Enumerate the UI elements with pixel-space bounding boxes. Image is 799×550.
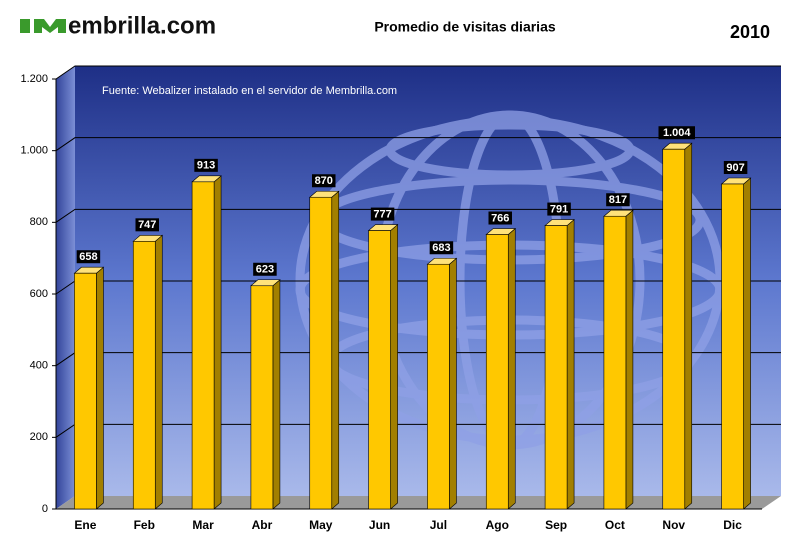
- value-label-bg: [194, 158, 218, 172]
- bar-side: [566, 218, 575, 510]
- x-tick-label: Abr: [252, 518, 273, 532]
- bar-group: [308, 190, 340, 510]
- value-label: 658: [79, 251, 97, 263]
- y-tick-label: 800: [30, 216, 48, 228]
- bar: [309, 196, 333, 510]
- floor: [56, 496, 781, 509]
- bar: [427, 263, 450, 510]
- bar-group: [367, 223, 399, 510]
- x-tick-label: May: [309, 518, 333, 532]
- value-label: 747: [138, 219, 156, 231]
- bar-group: [191, 175, 222, 510]
- value-label: 791: [550, 203, 568, 215]
- y-tick-label: 1.000: [20, 145, 48, 157]
- x-tick-label: Sep: [545, 518, 567, 532]
- value-label: 817: [609, 194, 627, 206]
- value-label-bg: [76, 250, 101, 264]
- value-label-bg: [488, 211, 512, 225]
- bar-side: [331, 190, 340, 510]
- bar-side: [449, 257, 457, 510]
- bar-side: [390, 223, 398, 510]
- bar: [662, 148, 686, 510]
- bar-group: [485, 227, 517, 510]
- bar: [603, 215, 627, 510]
- value-label-bg: [606, 193, 630, 207]
- value-label: 683: [432, 242, 450, 254]
- bar-group: [73, 266, 105, 510]
- bar-side: [213, 175, 222, 510]
- source-note: Fuente: Webalizer instalado en el servid…: [102, 85, 397, 97]
- x-tick-label: Feb: [134, 518, 155, 532]
- value-label-bg: [429, 241, 454, 255]
- year-label: 2010: [730, 22, 770, 42]
- value-label-bg: [253, 262, 277, 276]
- value-label: 907: [726, 162, 744, 174]
- grid-line: [55, 65, 781, 80]
- logo-icon: [20, 19, 30, 33]
- value-label-bg: [658, 126, 695, 140]
- value-label-bg: [312, 174, 336, 188]
- x-tick-label: Oct: [605, 518, 625, 532]
- bar: [74, 272, 97, 510]
- y-tick-label: 400: [30, 360, 48, 372]
- x-tick-label: Jun: [369, 518, 390, 532]
- grid-line: [55, 137, 781, 152]
- value-label-bg: [370, 207, 395, 221]
- logo: embrilla.com: [20, 12, 216, 39]
- bar: [250, 285, 274, 510]
- chart-title: Promedio de visitas diarias: [374, 19, 556, 35]
- value-label-bg: [547, 202, 571, 216]
- bar-group: [250, 279, 281, 510]
- bar-group: [661, 142, 693, 510]
- bar-group: [544, 218, 575, 510]
- x-tick-label: Dic: [723, 518, 742, 532]
- grid-line: [55, 208, 781, 223]
- x-tick-label: Ago: [486, 518, 509, 532]
- bar-group: [132, 234, 164, 510]
- bar: [191, 181, 215, 510]
- value-label-bg: [723, 160, 748, 174]
- y-tick-label: 200: [30, 431, 48, 443]
- bar-side: [743, 177, 751, 510]
- bar-side: [272, 279, 281, 510]
- value-label: 777: [373, 208, 391, 220]
- value-label: 870: [315, 175, 333, 187]
- value-label-bg: [135, 218, 159, 232]
- bar-group: [720, 177, 752, 510]
- x-tick-label: Nov: [662, 518, 685, 532]
- bar: [544, 225, 568, 510]
- bar-side: [96, 266, 104, 510]
- bar-side: [625, 209, 634, 510]
- y-tick-label: 1.200: [20, 73, 48, 85]
- bar: [368, 230, 391, 510]
- value-label: 1.004: [663, 127, 691, 139]
- bar: [132, 241, 156, 510]
- bar-side: [154, 234, 163, 510]
- value-label: 623: [256, 264, 274, 276]
- value-label: 913: [197, 160, 215, 172]
- bar-group: [603, 209, 634, 510]
- x-tick-label: Ene: [74, 518, 96, 532]
- bar: [721, 183, 744, 510]
- bar-side: [684, 142, 693, 510]
- x-tick-label: Jul: [430, 518, 447, 532]
- y-tick-label: 600: [30, 288, 48, 300]
- y-tick-label: 0: [42, 503, 48, 515]
- value-label: 766: [491, 212, 509, 224]
- bar-group: [426, 257, 458, 510]
- bar: [485, 234, 509, 510]
- bar-side: [507, 227, 516, 510]
- logo-text: embrilla.com: [68, 12, 216, 39]
- logo-icon: [34, 19, 66, 33]
- x-tick-label: Mar: [192, 518, 214, 532]
